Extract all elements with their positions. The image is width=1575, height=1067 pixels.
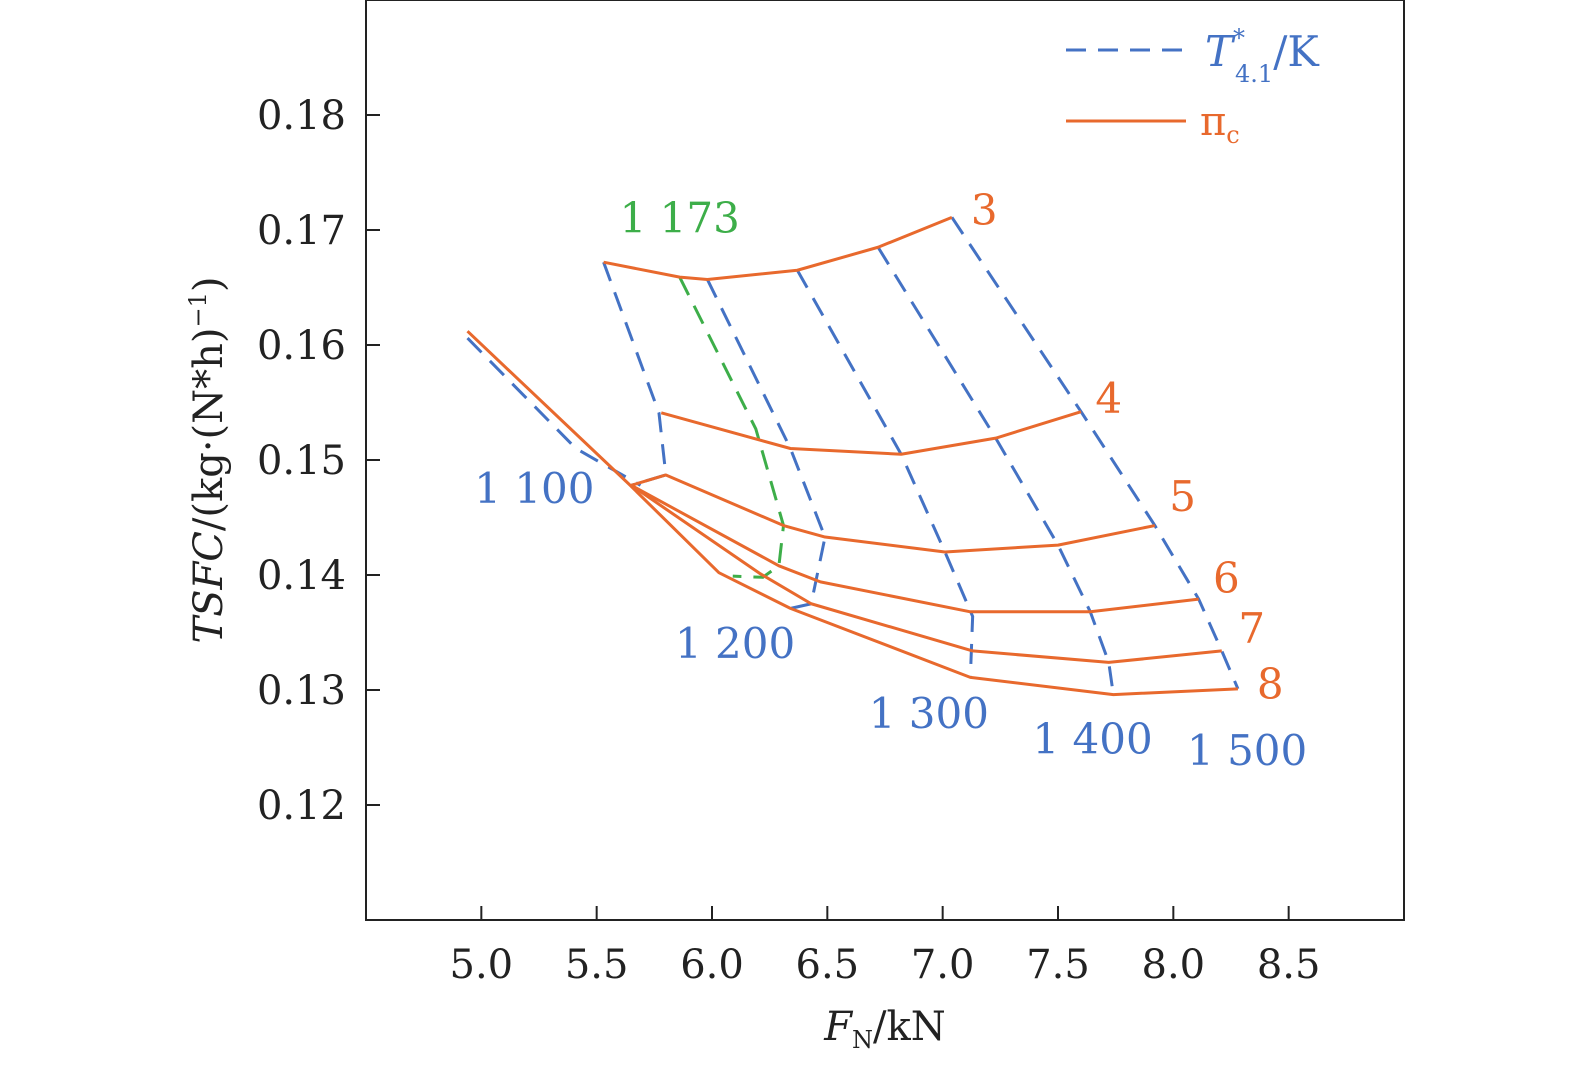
temperature-label: 1 173 [620, 194, 740, 243]
temperature-line-1400 [876, 246, 1115, 695]
x-axis-label: FN/kN [823, 1004, 945, 1054]
y-tick-label: 0.16 [257, 323, 346, 369]
temperature-line-1200 [706, 278, 827, 611]
temperature-label: 1 100 [474, 464, 594, 513]
temperature-line-1500 [950, 216, 1240, 690]
pressure-ratio-label: 6 [1213, 553, 1240, 602]
x-tick-label: 5.5 [565, 942, 629, 988]
pressure-ratio-label: 3 [971, 185, 998, 234]
pressure-ratio-line-8 [466, 330, 1238, 697]
x-axis: 5.0 5.5 6.0 6.5 7.0 7.5 8.0 8.5 [450, 906, 1321, 988]
temperature-label: 1 300 [869, 689, 989, 738]
pressure-ratio-label: 5 [1169, 472, 1196, 521]
pressure-ratio-label: 8 [1257, 659, 1284, 708]
x-tick-label: 8.0 [1142, 942, 1206, 988]
y-tick-label: 0.17 [257, 208, 346, 254]
temperature-line-1300 [796, 269, 975, 678]
x-tick-label: 7.5 [1026, 942, 1090, 988]
x-tick-label: 6.0 [680, 942, 744, 988]
y-tick-label: 0.13 [257, 668, 346, 714]
x-tick-label: 6.5 [796, 942, 860, 988]
y-tick-label: 0.12 [257, 783, 346, 829]
pressure-ratio-line-3 [603, 215, 953, 281]
pressure-ratio-line-5 [630, 473, 1156, 554]
pressure-ratio-line-7 [630, 484, 1222, 664]
temperature-line-1100 [602, 261, 668, 487]
pressure-ratio-label: 7 [1238, 604, 1265, 653]
pressure-ratio-label: 4 [1095, 374, 1122, 423]
y-tick-label: 0.18 [257, 93, 346, 139]
temperature-line-1173 [678, 276, 786, 579]
y-tick-label: 0.14 [257, 553, 346, 599]
temperature-label: 1 400 [1032, 714, 1152, 763]
legend-label-T: T* 4.1/K [1205, 24, 1320, 88]
x-tick-label: 8.5 [1257, 942, 1321, 988]
temperature-label: 1 200 [675, 619, 795, 668]
pressure-ratio-line-6 [630, 483, 1199, 614]
x-tick-label: 7.0 [911, 942, 975, 988]
x-tick-label: 5.0 [450, 942, 514, 988]
pressure-ratio-line-4 [660, 410, 1082, 456]
y-axis-label: TSFC/(kg·(N*h)−1) [184, 276, 232, 643]
plot-frame [365, 0, 1405, 921]
temperature-label: 1 500 [1187, 726, 1307, 775]
y-axis: 0.12 0.13 0.14 0.15 0.16 0.17 0.18 [257, 93, 380, 829]
legend-label-pi: πc [1200, 99, 1240, 149]
y-tick-label: 0.15 [257, 438, 346, 484]
legend: T* 4.1/K πc [1066, 24, 1320, 149]
